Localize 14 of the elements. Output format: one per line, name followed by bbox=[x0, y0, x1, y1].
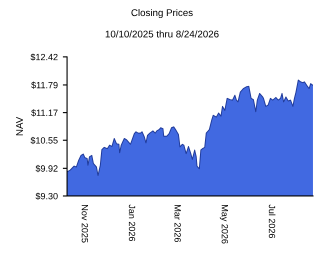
y-tick-label: $11.79 bbox=[31, 82, 58, 89]
x-tick-label: Mar 2026 bbox=[174, 205, 181, 242]
y-tick-label: $11.17 bbox=[31, 109, 58, 116]
y-tick-label: $10.55 bbox=[30, 136, 58, 144]
x-tick-label: Jul 2026 bbox=[268, 204, 276, 238]
chart-title: Closing Prices bbox=[131, 8, 193, 18]
y-tick-label: $12.42 bbox=[30, 53, 58, 61]
y-tick-label: $9.92 bbox=[36, 164, 58, 172]
x-tick-label: May 2026 bbox=[220, 205, 228, 244]
x-tick-label: Nov 2025 bbox=[82, 205, 88, 243]
y-axis-title: NAV bbox=[16, 116, 23, 136]
chart-subtitle: 10/10/2025 thru 8/24/2026 bbox=[106, 30, 219, 38]
x-tick-label: Jan 2026 bbox=[128, 204, 136, 242]
y-tick-label: $9.30 bbox=[36, 192, 58, 200]
